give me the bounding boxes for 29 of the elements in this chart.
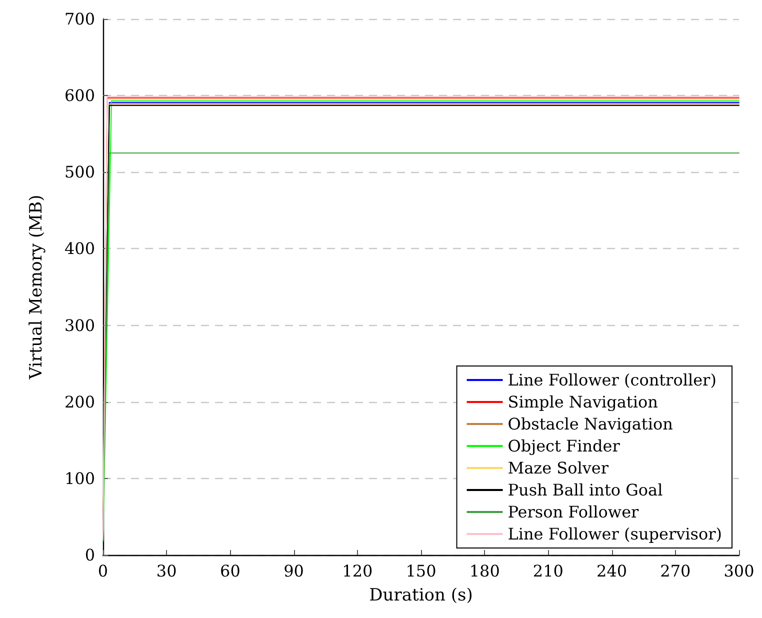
x-axis-title: Duration (s) bbox=[369, 586, 473, 606]
x-tick-label: 240 bbox=[596, 562, 628, 580]
legend-label: Line Follower (supervisor) bbox=[508, 524, 722, 544]
x-tick-label: 270 bbox=[660, 562, 691, 580]
x-tick-label: 180 bbox=[469, 562, 500, 580]
legend-label: Person Follower bbox=[508, 502, 640, 522]
legend-label: Obstacle Navigation bbox=[508, 414, 673, 434]
y-tick-label: 100 bbox=[64, 468, 95, 488]
legend-label: Object Finder bbox=[508, 436, 620, 456]
legend-label: Maze Solver bbox=[508, 458, 609, 478]
x-tick-label: 300 bbox=[724, 562, 754, 580]
x-tick-label: 150 bbox=[406, 562, 436, 580]
x-tick-label: 0 bbox=[98, 562, 108, 580]
y-tick-label: 600 bbox=[64, 86, 95, 106]
legend-label: Line Follower (controller) bbox=[508, 370, 716, 390]
y-tick-label: 700 bbox=[64, 10, 95, 28]
legend-label: Simple Navigation bbox=[508, 392, 658, 412]
y-tick-label: 200 bbox=[64, 392, 95, 412]
y-tick-label: 500 bbox=[64, 162, 95, 182]
legend-label: Push Ball into Goal bbox=[508, 480, 663, 500]
x-tick-label: 120 bbox=[342, 562, 373, 580]
x-tick-label: 210 bbox=[532, 562, 564, 580]
y-tick-label: 300 bbox=[64, 316, 95, 335]
y-axis-title: Virtual Memory (MB) bbox=[26, 194, 46, 380]
x-tick-label: 60 bbox=[220, 562, 240, 580]
y-tick-label: 400 bbox=[64, 239, 95, 258]
y-tick-label: 0 bbox=[84, 546, 95, 564]
x-tick-label: 30 bbox=[156, 562, 177, 580]
x-tick-label: 90 bbox=[284, 562, 304, 580]
